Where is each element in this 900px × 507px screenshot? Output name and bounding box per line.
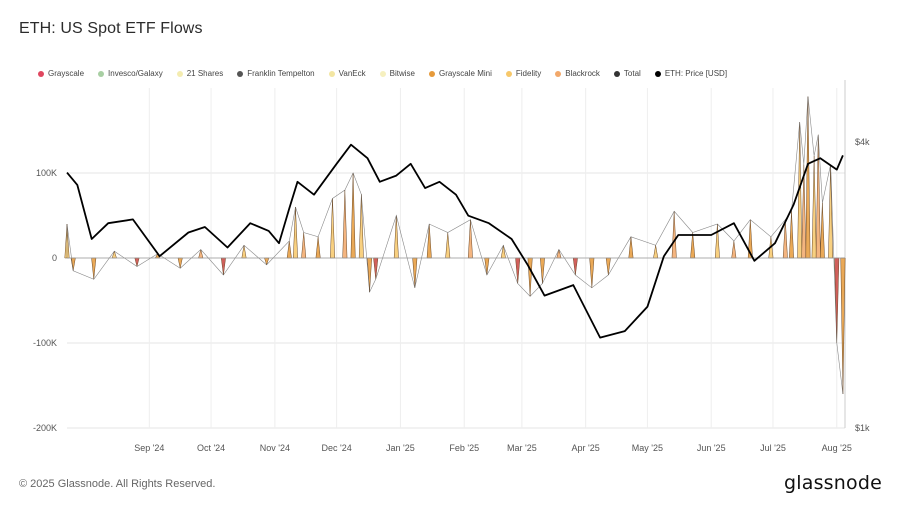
legend-item-vaneck[interactable]: VanEck (328, 69, 366, 78)
y-tick-label: -200K (33, 423, 57, 433)
x-tick-label: Jul '25 (760, 443, 786, 453)
flow-bar (330, 198, 335, 259)
price-tick-label: $4k (855, 137, 870, 147)
legend-label: Blackrock (565, 69, 600, 78)
flow-bar (628, 236, 634, 259)
y-tick-label: -100K (33, 338, 57, 348)
legend-label: Fidelity (515, 69, 542, 78)
flow-bar (671, 211, 677, 259)
flow-bar (91, 257, 97, 280)
eth-price-line (66, 143, 844, 339)
flow-bar (358, 194, 364, 259)
flow-bar (373, 257, 379, 280)
x-tick-label: Oct '24 (197, 443, 225, 453)
legend-item-bitwise[interactable]: Bitwise (379, 69, 415, 78)
price-tick-label: $1k (855, 423, 870, 433)
legend-label: ETH: Price [USD] (664, 69, 728, 78)
flow-bar (815, 134, 821, 259)
legend-swatch (505, 70, 512, 77)
flow-bar (301, 232, 307, 259)
legend-item-franklin-tempelton[interactable]: Franklin Tempelton (237, 69, 315, 78)
legend-label: Bitwise (389, 69, 415, 78)
x-tick-label: May '25 (632, 443, 663, 453)
y-tick-label: 0 (52, 253, 57, 263)
legend-label: Invesco/Galaxy (108, 69, 163, 78)
flow-bar (840, 257, 846, 395)
legend-swatch (555, 70, 562, 77)
total-flow-line (66, 96, 844, 395)
flow-bar (690, 232, 696, 259)
x-tick-label: Feb '25 (449, 443, 479, 453)
glassnode-logo: glassnode (784, 472, 882, 494)
legend-label: Grayscale Mini (438, 69, 492, 78)
x-tick-label: Sep '24 (134, 443, 164, 453)
chart-legend: Grayscale Invesco/Galaxy 21 Shares Frank… (38, 69, 727, 78)
legend-item-total[interactable]: Total (613, 69, 641, 78)
flow-bar (315, 236, 321, 259)
x-tick-label: Mar '25 (507, 443, 537, 453)
flow-bar (342, 189, 348, 259)
legend-swatch (176, 70, 183, 77)
legend-label: Total (623, 69, 641, 78)
flow-bar (556, 248, 562, 259)
flow-bar (589, 257, 595, 288)
flow-bar (714, 223, 720, 259)
legend-item-fidelity[interactable]: Fidelity (505, 69, 542, 78)
legend-swatch (98, 70, 105, 77)
y-tick-label: 100K (36, 168, 57, 178)
legend-swatch (328, 70, 335, 77)
flow-bar (527, 257, 533, 297)
legend-item-eth-price[interactable]: ETH: Price [USD] (654, 69, 728, 78)
legend-swatch (654, 70, 661, 77)
flow-bar (653, 245, 659, 259)
x-tick-label: Jun '25 (697, 443, 726, 453)
x-tick-label: Apr '25 (572, 443, 600, 453)
legend-label: VanEck (338, 69, 366, 78)
flow-bar (811, 155, 817, 259)
legend-item-invesco-galaxy[interactable]: Invesco/Galaxy (98, 69, 163, 78)
x-tick-label: Jan '25 (386, 443, 415, 453)
legend-swatch (613, 70, 620, 77)
x-tick-label: Aug '25 (822, 443, 852, 453)
legend-item-21-shares[interactable]: 21 Shares (176, 69, 224, 78)
flow-bar (445, 232, 451, 259)
x-tick-label: Dec '24 (322, 443, 352, 453)
legend-label: 21 Shares (186, 69, 224, 78)
flow-bar (789, 211, 794, 259)
flow-bar (350, 172, 356, 259)
legend-swatch (379, 70, 386, 77)
flow-bar (500, 245, 506, 259)
legend-item-grayscale-mini[interactable]: Grayscale Mini (428, 69, 492, 78)
flow-bar (286, 240, 292, 259)
flow-bar (731, 240, 737, 259)
copyright-text: © 2025 Glassnode. All Rights Reserved. (19, 478, 216, 490)
legend-swatch (38, 70, 44, 77)
legend-item-blackrock[interactable]: Blackrock (555, 69, 600, 78)
legend-label: Franklin Tempelton (247, 69, 315, 78)
x-tick-label: Nov '24 (260, 443, 290, 453)
legend-item-grayscale[interactable]: Grayscale (38, 69, 84, 78)
flow-bar (426, 223, 432, 259)
flow-bar (819, 202, 825, 259)
legend-label: Grayscale (48, 69, 85, 78)
legend-swatch (428, 70, 435, 77)
legend-swatch (237, 70, 244, 77)
flow-bar (412, 257, 418, 288)
chart-title: ETH: US Spot ETF Flows (19, 20, 203, 37)
